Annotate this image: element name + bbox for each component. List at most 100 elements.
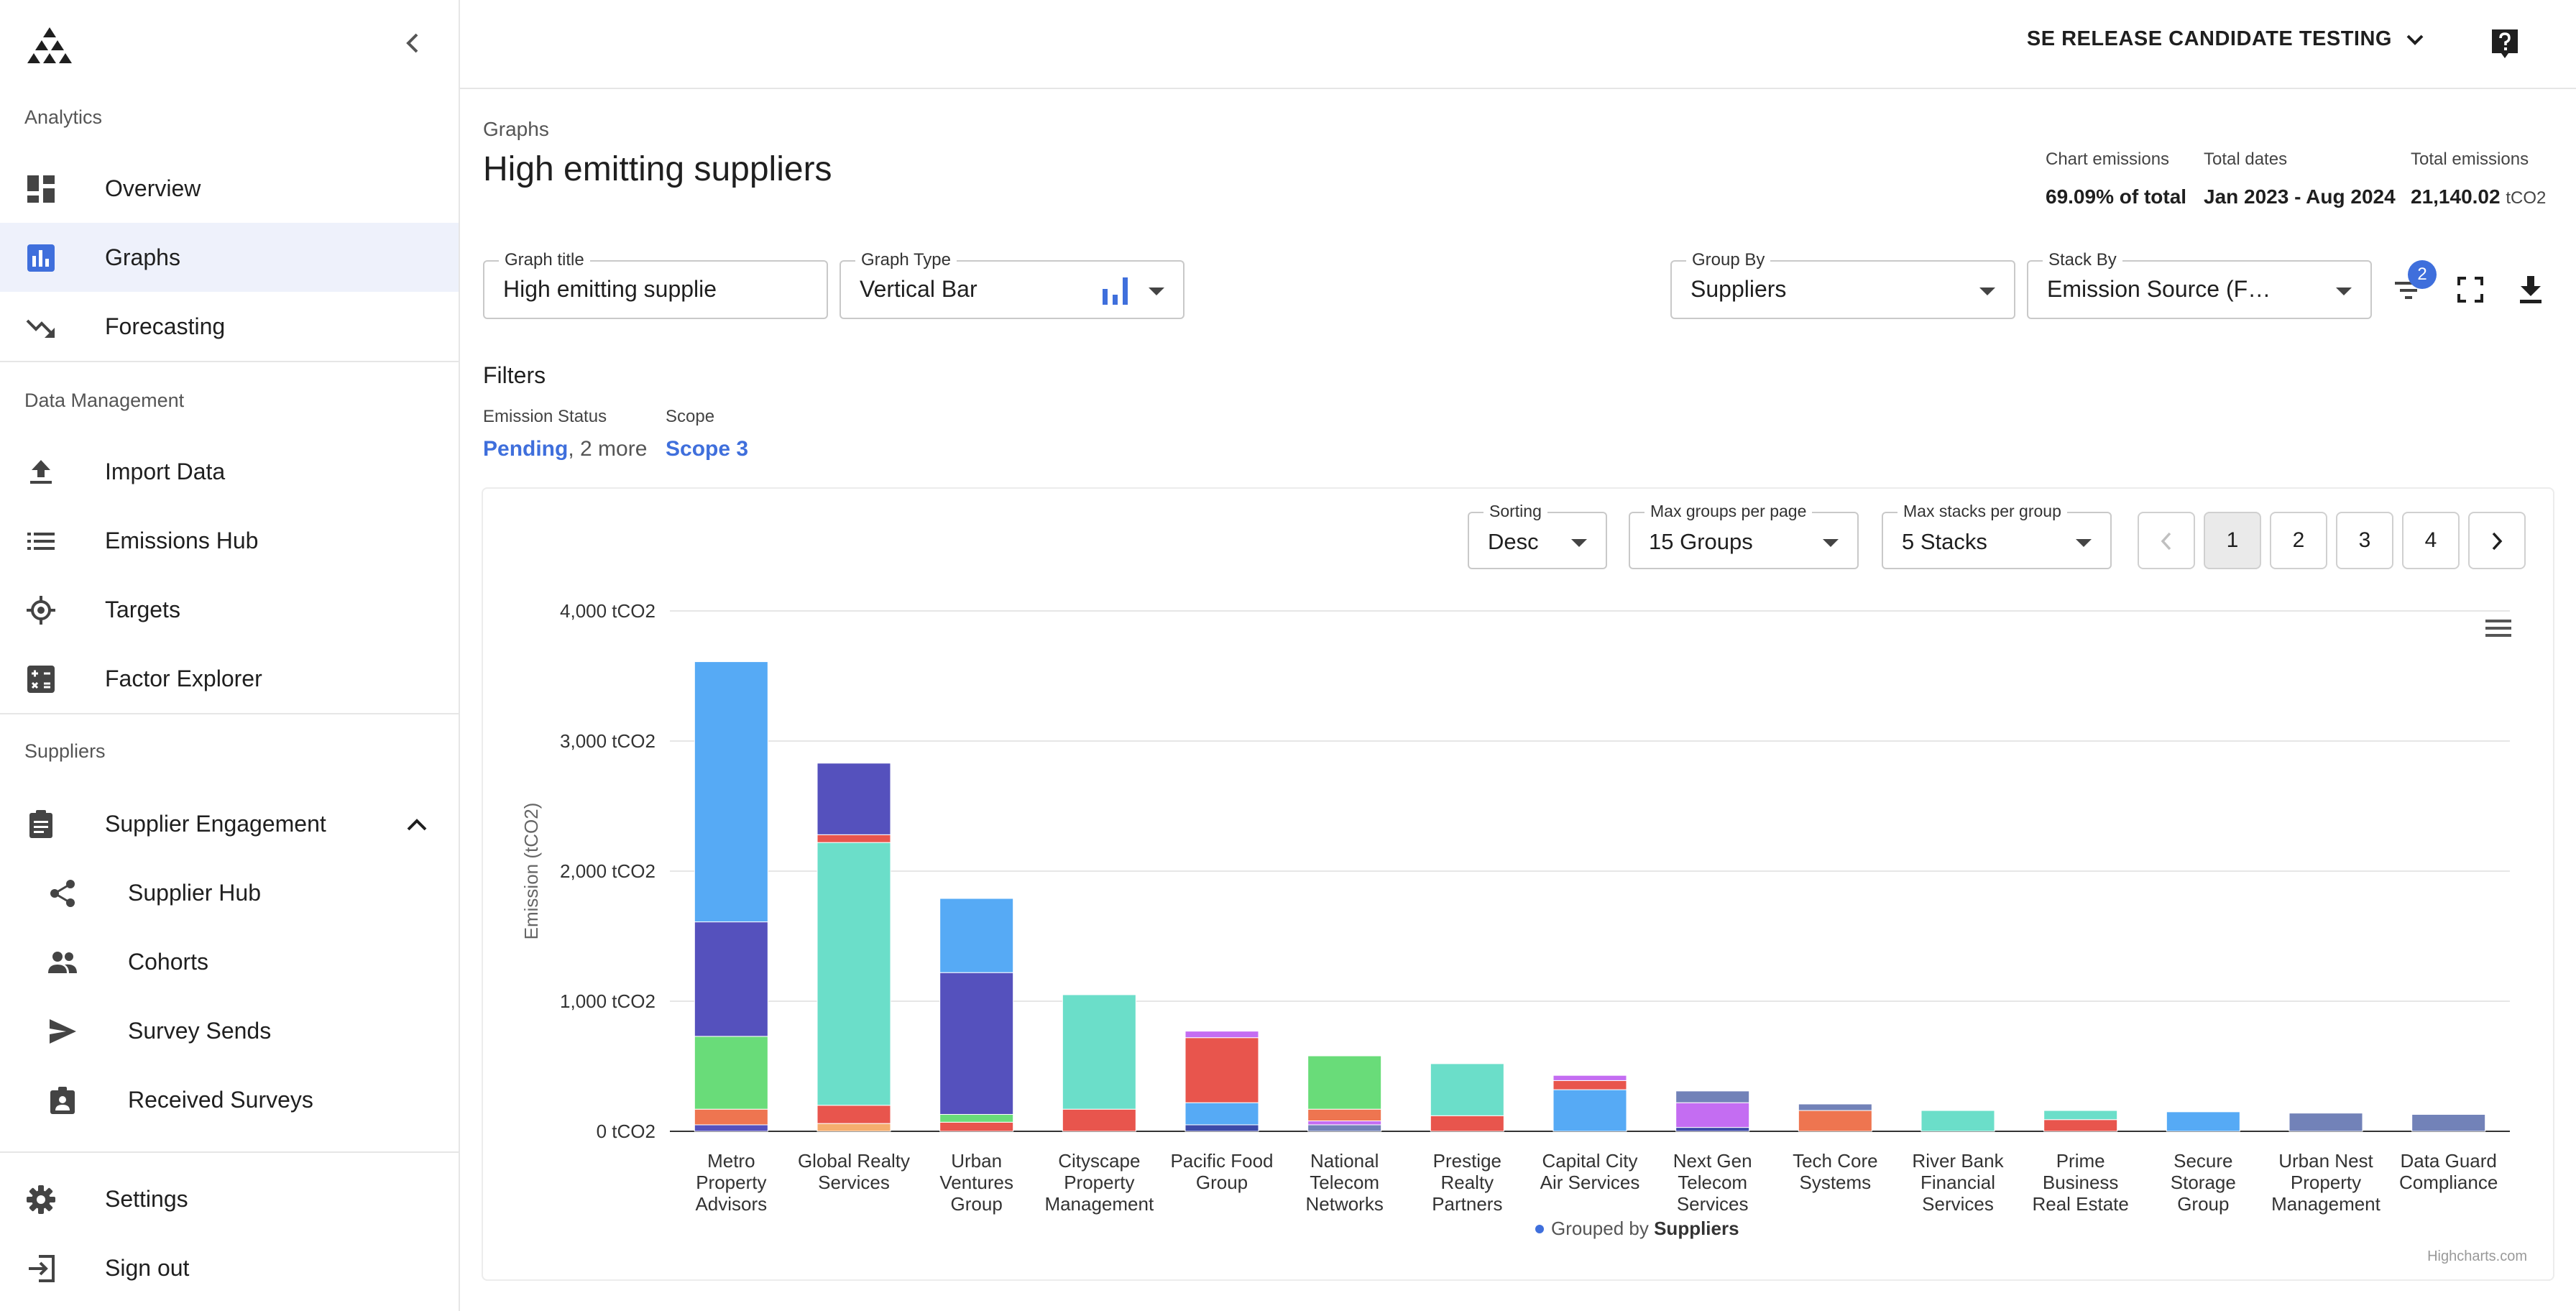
- sidebar-item-forecasting[interactable]: Forecasting: [0, 292, 459, 361]
- divider: [0, 713, 459, 714]
- filter-more-count[interactable]: 2 more: [580, 437, 648, 461]
- sidebar-item-targets[interactable]: Targets: [0, 575, 459, 644]
- caret-down-icon: [2336, 288, 2352, 295]
- filter-count-badge: 2: [2408, 260, 2437, 289]
- chart-card: 0 tCO2 1,000 tCO2 2,000 tCO2 3,000 tCO2 4,00…: [482, 487, 2554, 1281]
- dashboard-icon: [27, 175, 55, 203]
- x-tick-label: Cityscape: [1058, 1150, 1140, 1172]
- chevron-up-icon[interactable]: [404, 814, 430, 835]
- y-tick-label: 3,000 tCO2: [560, 730, 656, 752]
- filter-value-emission-status[interactable]: Pending, 2 more: [483, 437, 647, 461]
- x-tick-label: Realty: [1440, 1172, 1494, 1193]
- bar-segment: [1307, 1108, 1382, 1122]
- bar-segment: [1552, 1075, 1627, 1081]
- sorting-select[interactable]: Sorting Desc: [1468, 502, 1607, 569]
- bar-segment: [1552, 1080, 1627, 1090]
- sidebar-item-sign-out[interactable]: Sign out: [0, 1233, 459, 1302]
- x-tick-label: Systems: [1799, 1172, 1871, 1193]
- bar-segment: [1430, 1063, 1504, 1116]
- caret-down-icon: [1823, 539, 1839, 547]
- bar-segment: [939, 1121, 1014, 1132]
- bar-segment: [939, 1113, 1014, 1123]
- collapse-sidebar-icon[interactable]: [400, 29, 426, 58]
- sidebar-item-supplier-hub[interactable]: Supplier Hub: [0, 858, 459, 927]
- field-label: Stack By: [2043, 250, 2122, 270]
- max-groups-value: 15 Groups: [1649, 529, 1753, 554]
- sidebar-item-label: Factor Explorer: [105, 665, 262, 691]
- breadcrumb[interactable]: Graphs: [483, 118, 549, 140]
- clipboard-icon: [29, 810, 52, 838]
- graph-type-select[interactable]: Graph Type Vertical Bar: [840, 250, 1184, 319]
- pager-page-2[interactable]: 2: [2270, 512, 2327, 569]
- x-tick-label: Pacific Food: [1170, 1150, 1273, 1172]
- x-tick-label: Services: [1677, 1193, 1749, 1215]
- legend-prefix: Grouped by: [1551, 1218, 1654, 1239]
- sidebar: Analytics Overview Graphs Forecasting Da…: [0, 0, 460, 1311]
- filter-chip-pending[interactable]: Pending: [483, 437, 569, 461]
- field-label: Group By: [1686, 250, 1771, 270]
- sidebar-item-label: Graphs: [105, 244, 180, 270]
- sidebar-item-import-data[interactable]: Import Data: [0, 437, 459, 506]
- org-selector[interactable]: SE RELEASE CANDIDATE TESTING: [2027, 27, 2425, 51]
- pager-page-1[interactable]: 1: [2204, 512, 2261, 569]
- bar-segment: [1307, 1121, 1382, 1126]
- graph-title-input[interactable]: High emitting supplie: [503, 276, 717, 302]
- stack-by-select[interactable]: Stack By Emission Source (F…: [2027, 250, 2372, 319]
- pager-page-4[interactable]: 4: [2402, 512, 2460, 569]
- sidebar-item-overview[interactable]: Overview: [0, 154, 459, 223]
- field-label: Graph title: [499, 250, 590, 270]
- bar-segment: [694, 921, 768, 1037]
- x-tick-label: Business: [2043, 1172, 2119, 1193]
- sidebar-item-supplier-engagement[interactable]: Supplier Engagement: [0, 789, 459, 858]
- bar-segment: [816, 842, 891, 1106]
- filter-value-scope[interactable]: Scope 3: [666, 437, 748, 461]
- help-icon[interactable]: [2490, 27, 2520, 60]
- x-tick-label: Group: [951, 1193, 1003, 1215]
- filter-button[interactable]: 2: [2383, 260, 2437, 315]
- chart-menu-icon[interactable]: [2485, 618, 2511, 638]
- x-tick-label: Group: [2177, 1193, 2229, 1215]
- sidebar-item-emissions-hub[interactable]: Emissions Hub: [0, 506, 459, 575]
- pager-prev-button[interactable]: [2138, 512, 2195, 569]
- sorting-value: Desc: [1488, 529, 1539, 554]
- fullscreen-button[interactable]: [2445, 264, 2496, 315]
- sidebar-item-settings[interactable]: Settings: [0, 1164, 459, 1233]
- group-by-select[interactable]: Group By Suppliers: [1670, 250, 2015, 319]
- pager-page-3[interactable]: 3: [2336, 512, 2393, 569]
- share-icon: [50, 880, 75, 907]
- legend-marker: [1535, 1225, 1544, 1233]
- bar-segment: [816, 834, 891, 843]
- stat-value: 69.09% of total: [2046, 185, 2187, 208]
- sidebar-item-survey-sends[interactable]: Survey Sends: [0, 996, 459, 1065]
- bar-segment: [1675, 1102, 1750, 1128]
- sidebar-item-graphs[interactable]: Graphs: [0, 223, 459, 292]
- graph-title-field[interactable]: Graph title High emitting supplie: [483, 250, 828, 319]
- max-stacks-select[interactable]: Max stacks per group 5 Stacks: [1882, 502, 2112, 569]
- max-groups-select[interactable]: Max groups per page 15 Groups: [1629, 502, 1859, 569]
- pager-next-button[interactable]: [2468, 512, 2526, 569]
- sidebar-item-factor-explorer[interactable]: Factor Explorer: [0, 644, 459, 713]
- stat-label: Total dates: [2204, 150, 2288, 169]
- x-tick-label: Property: [1064, 1172, 1134, 1193]
- sidebar-item-received-surveys[interactable]: Received Surveys: [0, 1065, 459, 1134]
- bar-segment: [1675, 1090, 1750, 1103]
- sidebar-item-label: Forecasting: [105, 313, 226, 339]
- fullscreen-icon: [2457, 277, 2483, 303]
- sidebar-item-cohorts[interactable]: Cohorts: [0, 927, 459, 996]
- stat-unit: tCO2: [2506, 188, 2547, 208]
- x-tick-label: Tech Core: [1793, 1150, 1878, 1172]
- x-tick-label: Urban Nest: [2278, 1150, 2373, 1172]
- bar-segment: [2166, 1111, 2240, 1132]
- sidebar-item-label: Settings: [105, 1185, 188, 1212]
- sidebar-item-label: Survey Sends: [128, 1017, 272, 1044]
- bar-segment: [939, 898, 1014, 973]
- section-label-data-management: Data Management: [24, 390, 185, 411]
- max-stacks-value: 5 Stacks: [1902, 529, 1987, 554]
- top-bar: SE RELEASE CANDIDATE TESTING: [460, 0, 2576, 89]
- x-tick-label: Secure: [2174, 1150, 2232, 1172]
- download-button[interactable]: [2506, 264, 2556, 315]
- filter-chip-scope[interactable]: Scope 3: [666, 437, 749, 461]
- calculator-icon: [27, 666, 55, 693]
- logo-icon[interactable]: [24, 24, 75, 65]
- x-tick-label: Air Services: [1540, 1172, 1640, 1193]
